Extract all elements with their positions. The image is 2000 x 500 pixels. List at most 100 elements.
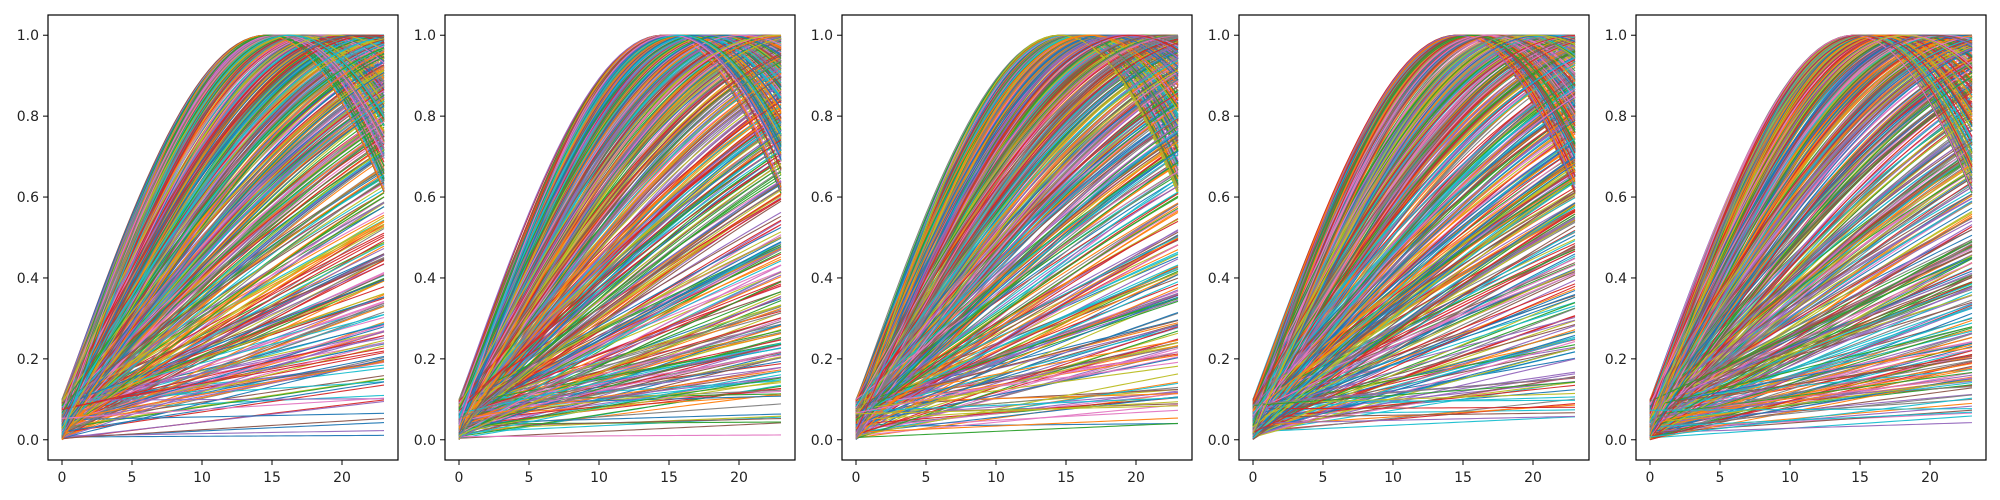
series-line [1649, 76, 1973, 431]
series-line [855, 42, 1179, 419]
x-tick-label: 5 [922, 470, 931, 486]
series-line [855, 417, 1179, 433]
series-line [61, 361, 385, 421]
series-line [1649, 118, 1973, 419]
series-line [61, 96, 385, 420]
series-line [61, 34, 385, 400]
series-line [855, 36, 1179, 440]
y-tick-label: 0.4 [414, 271, 436, 287]
x-tick-label: 15 [660, 470, 678, 486]
series-line [61, 342, 385, 429]
series-line [1252, 380, 1576, 433]
axes-frame [47, 14, 399, 461]
series-line [1649, 34, 1973, 418]
x-tick-label: 5 [525, 470, 534, 486]
series-line [61, 149, 385, 430]
series-line [1649, 147, 1973, 425]
series-line [855, 91, 1179, 427]
series-line [1649, 34, 1973, 421]
series-line [458, 342, 782, 414]
series-line [458, 264, 782, 435]
series-line [1252, 34, 1576, 408]
series-line [1649, 212, 1973, 424]
series-line [1252, 177, 1576, 412]
series-line [855, 297, 1179, 438]
y-tick-label: 0.8 [1605, 109, 1627, 125]
series-line [1252, 48, 1576, 416]
series-line [1252, 406, 1576, 410]
y-tick-label: 0.4 [1605, 271, 1627, 287]
series-line [61, 50, 385, 436]
series-line [61, 192, 385, 435]
series-line [458, 34, 782, 426]
series-line [458, 109, 782, 436]
series-line [1252, 57, 1576, 415]
series-line [458, 293, 782, 437]
y-tick-label: 0.2 [17, 352, 39, 368]
series-line [458, 258, 782, 411]
series-line [1252, 415, 1576, 424]
series-line [855, 393, 1179, 404]
x-tick-label: 10 [1781, 470, 1799, 486]
series-line [1252, 192, 1576, 416]
x-tick-label: 15 [263, 470, 281, 486]
series-line [1252, 34, 1576, 424]
series-line [1252, 34, 1576, 405]
series-line [61, 88, 385, 414]
series-line [1252, 138, 1576, 439]
series-line [855, 34, 1179, 402]
y-tick-label: 0.2 [811, 352, 833, 368]
series-line [1649, 109, 1973, 440]
series-line [61, 34, 385, 425]
series-line [1649, 367, 1973, 423]
series-line [1649, 256, 1973, 402]
series-line [1252, 34, 1576, 404]
axes-frame [841, 14, 1193, 461]
series-line [1252, 412, 1576, 418]
series-line [855, 34, 1179, 410]
series-line [458, 34, 782, 401]
series-line [1252, 384, 1576, 421]
series-line [855, 35, 1179, 436]
series-group [61, 34, 385, 441]
y-tick-label: 0.0 [414, 433, 436, 449]
series-line [1649, 342, 1973, 407]
series-line [458, 281, 782, 435]
series-line [61, 79, 385, 414]
series-line [61, 257, 385, 438]
series-line [61, 39, 385, 408]
series-line [1649, 34, 1973, 415]
series-line [1252, 34, 1576, 436]
series-line [1252, 213, 1576, 432]
series-line [458, 163, 782, 421]
series-line [1649, 34, 1973, 435]
series-line [1252, 416, 1576, 433]
series-line [1649, 369, 1973, 401]
series-line [1649, 408, 1973, 411]
series-line [1252, 381, 1576, 407]
series-line [61, 412, 385, 421]
series-line [1649, 371, 1973, 416]
series-line [1252, 78, 1576, 434]
series-line [1649, 34, 1973, 423]
series-line [61, 51, 385, 440]
series-line [1649, 38, 1973, 423]
series-line [855, 34, 1179, 413]
series-line [1649, 357, 1973, 406]
series-line [61, 47, 385, 403]
y-tick-label: 1.0 [17, 28, 39, 44]
series-line [855, 59, 1179, 407]
series-line [1649, 124, 1973, 420]
series-line [1649, 184, 1973, 426]
series-line [61, 84, 385, 419]
x-tick-label: 15 [1851, 470, 1869, 486]
series-line [1252, 157, 1576, 427]
series-line [1649, 34, 1973, 414]
series-line [1649, 34, 1973, 414]
series-line [61, 397, 385, 419]
series-line [855, 171, 1179, 400]
x-tick-label: 10 [193, 470, 211, 486]
series-line [855, 171, 1179, 425]
panel-2: 0 5 10 15 20 0.0 0.2 0.4 0.6 0.8 1.0 [414, 14, 796, 486]
